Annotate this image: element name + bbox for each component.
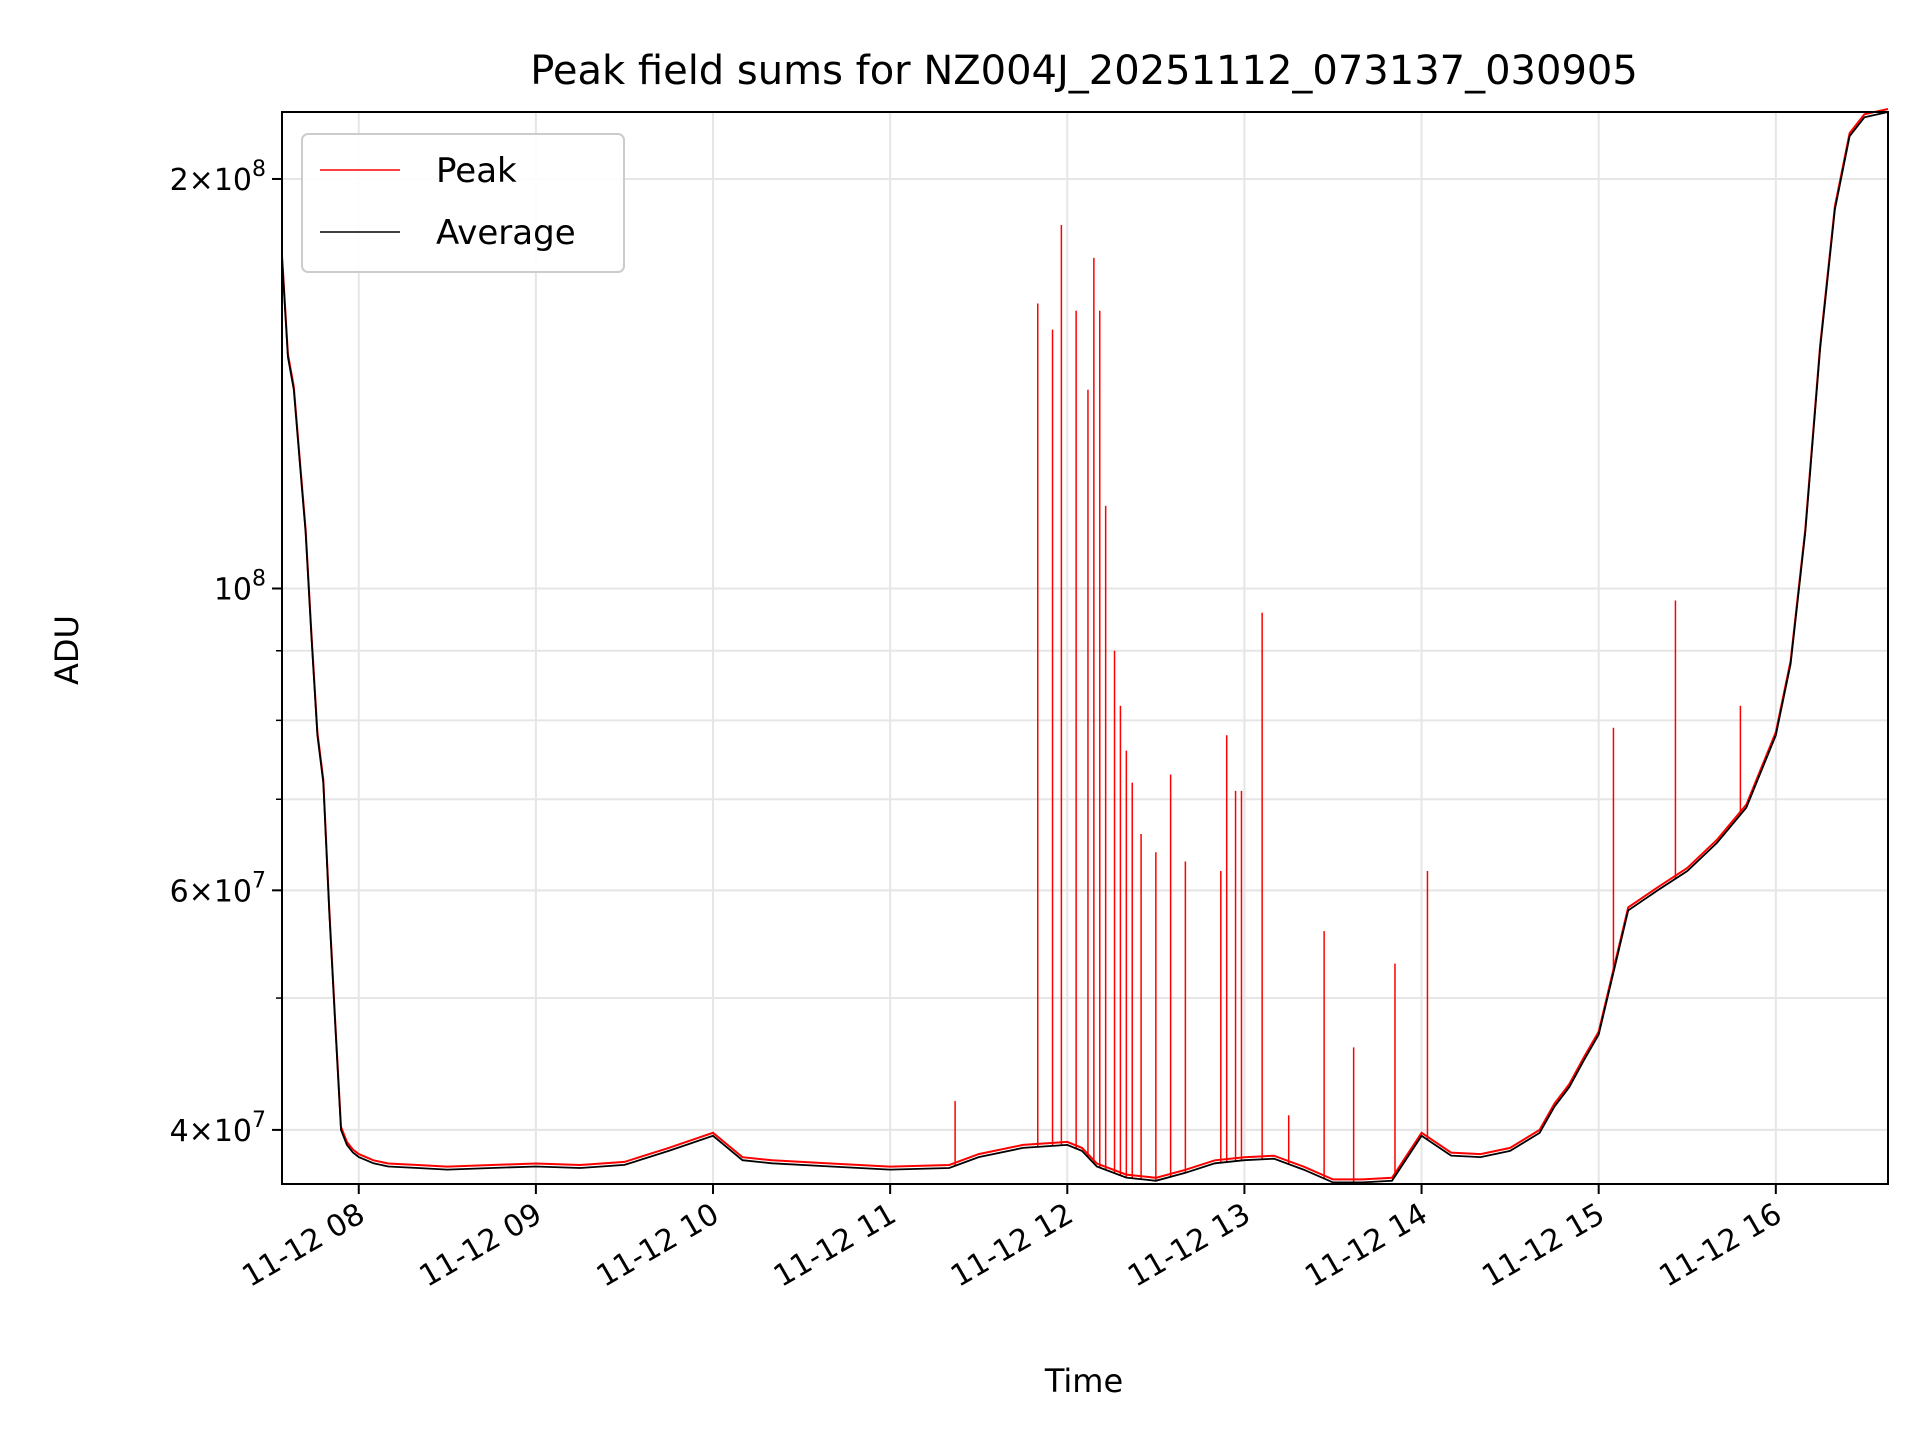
y-tick-label: 2×108 bbox=[170, 157, 266, 198]
legend-average-label: Average bbox=[436, 213, 576, 253]
y-tick-label: 4×107 bbox=[170, 1108, 266, 1149]
average-line bbox=[281, 111, 1889, 1184]
y-axis-label: ADU bbox=[48, 615, 86, 685]
legend-box bbox=[301, 133, 625, 273]
legend: Peak Average bbox=[301, 133, 625, 273]
y-tick-label: 108 bbox=[214, 567, 266, 608]
plot-area-frame bbox=[281, 111, 1889, 1185]
grid bbox=[282, 112, 1888, 1184]
y-axis: 4×107 6×107 108 2×108 bbox=[170, 157, 282, 1149]
peak-line bbox=[281, 108, 1889, 1181]
average-series bbox=[281, 111, 1889, 1184]
legend-peak-label: Peak bbox=[436, 151, 517, 191]
peak-series bbox=[281, 108, 1889, 1183]
x-axis-label: Time bbox=[1044, 1362, 1123, 1400]
chart-title: Peak field sums for NZ004J_20251112_0731… bbox=[530, 48, 1638, 94]
y-tick-label: 6×107 bbox=[170, 868, 266, 909]
